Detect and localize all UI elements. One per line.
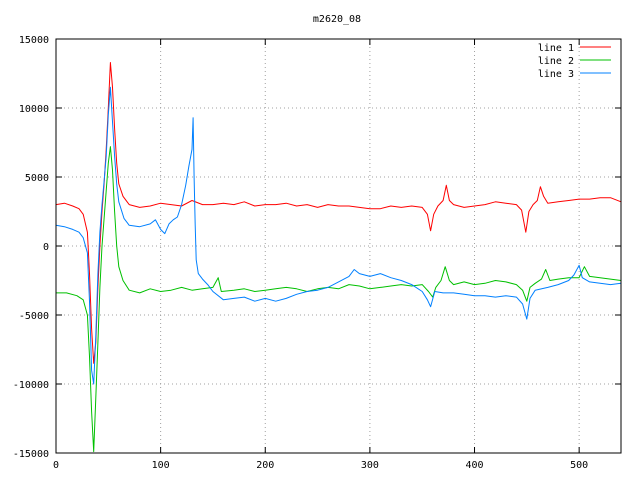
series-line-3 <box>55 86 622 385</box>
legend-label: line 3 <box>538 69 574 80</box>
grid-lines <box>56 39 621 453</box>
y-tick-label: 10000 <box>19 104 49 115</box>
y-axis-ticks: -15000 -10000 -5000 0 5000 10000 15000 <box>13 35 621 460</box>
chart-title: m2620_08 <box>313 14 361 25</box>
legend-label: line 1 <box>538 43 574 54</box>
y-tick-label: -10000 <box>13 380 49 391</box>
x-tick-label: 200 <box>256 460 274 471</box>
x-tick-label: 500 <box>570 460 588 471</box>
data-series <box>55 62 622 453</box>
y-tick-label: 5000 <box>25 173 49 184</box>
y-tick-label: 15000 <box>19 35 49 46</box>
plot-frame <box>55 38 622 454</box>
legend-label: line 2 <box>538 56 574 67</box>
x-tick-label: 400 <box>465 460 483 471</box>
x-tick-label: 300 <box>361 460 379 471</box>
y-tick-label: -5000 <box>19 311 49 322</box>
x-tick-label: 100 <box>152 460 170 471</box>
x-tick-label: 0 <box>53 460 59 471</box>
legend: line 1 line 2 line 3 <box>538 43 611 80</box>
y-tick-label: 0 <box>43 242 49 253</box>
y-tick-label: -15000 <box>13 449 49 460</box>
